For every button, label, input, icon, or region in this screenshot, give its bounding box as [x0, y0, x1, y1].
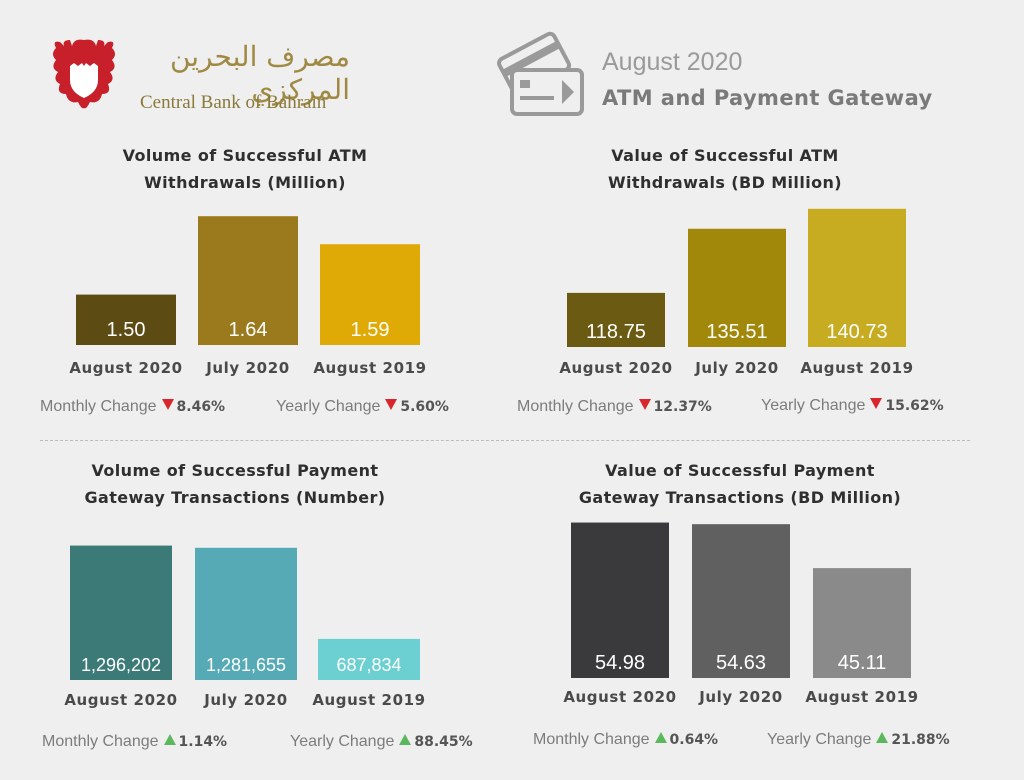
bahrain-emblem-icon: [53, 39, 115, 109]
chart-3-monthly-change: Monthly Change 1.14%: [42, 733, 227, 751]
chart-1-value-label: 1.59: [351, 319, 390, 341]
chart-4-bar: [692, 524, 790, 678]
monthly-change-label: Monthly Change: [517, 398, 634, 415]
yearly-change-label: Yearly Change: [767, 731, 872, 748]
chart-1-yearly-change: Yearly Change 5.60%: [276, 398, 449, 416]
yearly-change-value: 5.60%: [400, 399, 449, 415]
chart-1-title-line-1: Volume of Successful ATM: [122, 146, 368, 165]
chart-1-category-label: August 2019: [313, 359, 426, 377]
chart-1-category-label: July 2020: [205, 359, 290, 377]
chart-2-title: Value of Successful ATM Withdrawals (BD …: [520, 142, 930, 196]
up-arrow-icon: [399, 734, 412, 745]
chart-3-bar: [70, 545, 172, 680]
chart-2-bar: [688, 228, 786, 347]
report-title: ATM and Payment Gateway: [602, 86, 933, 110]
yearly-change-label: Yearly Change: [761, 397, 866, 414]
chart-3-category-label: July 2020: [203, 691, 288, 709]
chart-4-monthly-change: Monthly Change 0.64%: [533, 731, 718, 749]
chart-4-value-label: 54.63: [716, 652, 766, 674]
yearly-change-value: 15.62%: [885, 398, 944, 414]
chart-4-value-label: 45.11: [838, 652, 887, 674]
chart-4-category-label: July 2020: [698, 688, 783, 706]
up-arrow-icon: [163, 734, 176, 745]
chart-4-category-label: August 2019: [805, 688, 918, 706]
chart-3-value-label: 1,281,655: [206, 655, 286, 675]
section-divider: [40, 440, 970, 441]
chart-3-value-label: 687,834: [336, 655, 401, 675]
down-arrow-icon: [385, 399, 398, 410]
yearly-change-value: 88.45%: [414, 734, 473, 750]
chart-2-bar: [567, 292, 665, 347]
monthly-change-value: 8.46%: [176, 399, 226, 415]
chart-1-monthly-change: Monthly Change 8.46%: [40, 398, 225, 416]
chart-3-title: Volume of Successful Payment Gateway Tra…: [30, 457, 440, 511]
chart-2-title-line-2: Withdrawals (BD Million): [608, 173, 842, 192]
chart-3-bar: [318, 638, 420, 680]
chart-4-bar: [571, 522, 669, 678]
chart-2-category-label: August 2019: [800, 359, 913, 377]
monthly-change-label: Monthly Change: [42, 733, 159, 750]
chart-3-category-label: August 2019: [312, 691, 425, 709]
chart-3-title-line-1: Volume of Successful Payment: [91, 461, 379, 480]
chart-1-value-label: 1.50: [107, 319, 146, 341]
chart-4-category-label: August 2020: [563, 688, 676, 706]
chart-4-title: Value of Successful Payment Gateway Tran…: [530, 457, 950, 511]
chart-3-category-label: August 2020: [64, 691, 177, 709]
chart-1-bar: [76, 294, 176, 345]
chart-2-category-label: August 2020: [559, 359, 672, 377]
chart-1-bar: [320, 244, 420, 345]
chart-3-title-line-2: Gateway Transactions (Number): [84, 488, 386, 507]
monthly-change-value: 12.37%: [653, 399, 712, 415]
yearly-change-label: Yearly Change: [276, 398, 381, 415]
chart-4-value-label: 54.98: [595, 652, 645, 674]
chart-2-yearly-change: Yearly Change 15.62%: [761, 397, 944, 415]
chart-4-bar: [813, 568, 911, 678]
chart-4-yearly-change: Yearly Change 21.88%: [767, 731, 950, 749]
chart-1-title: Volume of Successful ATM Withdrawals (Mi…: [40, 142, 450, 196]
down-arrow-icon: [161, 399, 174, 410]
chart-2-category-label: July 2020: [694, 359, 779, 377]
chart-2-value-label: 140.73: [826, 321, 887, 343]
chart-2-value-label: 118.75: [586, 321, 646, 343]
chart-1-title-line-2: Withdrawals (Million): [144, 173, 346, 192]
chart-3-value-label: 1,296,202: [81, 655, 161, 675]
monthly-change-value: 1.14%: [178, 734, 228, 750]
up-arrow-icon: [876, 732, 889, 743]
monthly-change-value: 0.64%: [669, 732, 719, 748]
report-date: August 2020: [602, 48, 743, 76]
chart-1-bar: [198, 216, 298, 345]
yearly-change-label: Yearly Change: [290, 733, 395, 750]
credit-card-icon: [497, 31, 584, 116]
monthly-change-label: Monthly Change: [533, 731, 650, 748]
chart-2-bar: [808, 208, 906, 347]
chart-4-title-line-1: Value of Successful Payment: [605, 461, 875, 480]
chart-1-value-label: 1.64: [229, 319, 268, 341]
down-arrow-icon: [870, 398, 883, 409]
chart-4-title-line-2: Gateway Transactions (BD Million): [578, 488, 902, 507]
yearly-change-value: 21.88%: [891, 732, 950, 748]
chart-1-category-label: August 2020: [69, 359, 182, 377]
bank-name: Central Bank of Bahrain: [140, 92, 327, 113]
chart-3-yearly-change: Yearly Change 88.45%: [290, 733, 473, 751]
up-arrow-icon: [654, 732, 667, 743]
chart-2-title-line-1: Value of Successful ATM: [611, 146, 839, 165]
chart-2-value-label: 135.51: [706, 321, 767, 343]
down-arrow-icon: [638, 399, 651, 410]
bank-name-arabic: مصرف البحرين المركزي: [169, 40, 350, 106]
monthly-change-label: Monthly Change: [40, 398, 157, 415]
chart-2-monthly-change: Monthly Change 12.37%: [517, 398, 712, 416]
chart-3-bar: [195, 547, 297, 680]
